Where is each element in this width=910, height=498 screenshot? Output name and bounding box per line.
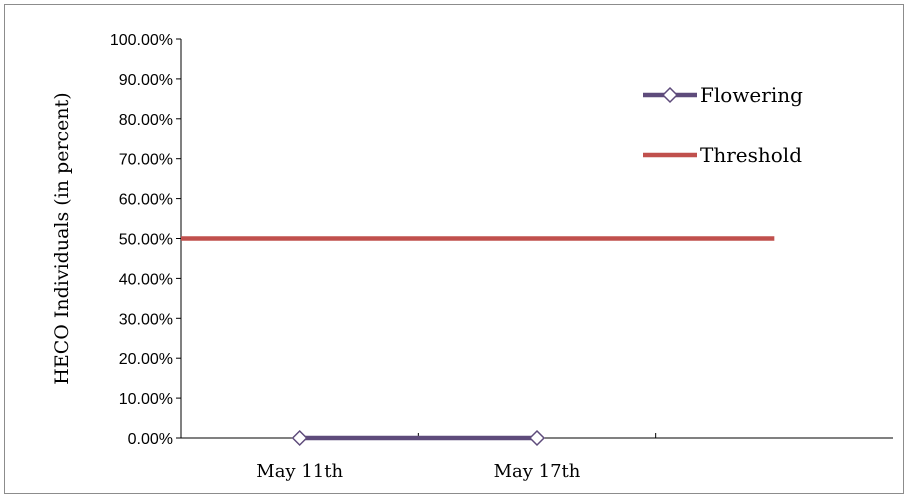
x-tick-label: May 17th (494, 461, 581, 482)
legend-item-flowering: Flowering (643, 83, 803, 107)
y-tick-label: 100.00% (110, 32, 173, 49)
y-tick-label: 70.00% (119, 152, 173, 169)
series-flowering (291, 429, 546, 447)
y-tick-label: 30.00% (119, 311, 173, 328)
legend-item-threshold: Threshold (643, 143, 802, 167)
data-point-flowering (291, 429, 308, 447)
y-tick-labels: 0.00% 10.00% 20.00% 30.00% 40.00% 50.00% 60.00… (110, 32, 173, 448)
y-tick-label: 10.00% (119, 391, 173, 408)
x-tick-label: May 11th (256, 461, 343, 482)
y-tick-label: 80.00% (119, 112, 173, 129)
y-tick-label: 20.00% (119, 351, 173, 368)
legend-label: Flowering (700, 83, 803, 107)
legend-marker (661, 86, 679, 104)
y-tick-label: 50.00% (119, 232, 173, 249)
y-tick-label: 60.00% (119, 192, 173, 209)
chart-frame (4, 4, 904, 494)
legend-label: Threshold (700, 143, 802, 167)
y-tick-label: 0.00% (128, 431, 173, 448)
x-tick-labels: May 11th May 17th (256, 461, 581, 482)
y-tick-label: 40.00% (119, 271, 173, 288)
data-point-flowering (528, 429, 546, 447)
chart-series (181, 236, 775, 447)
y-tick-label: 90.00% (119, 72, 173, 89)
chart-legend: Flowering Threshold (643, 83, 803, 167)
y-axis-title: HECO Individuals (in percent) (51, 92, 73, 384)
